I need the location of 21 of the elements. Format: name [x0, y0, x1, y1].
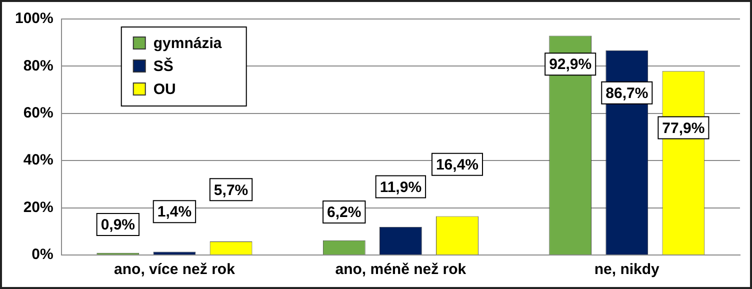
data-label: 6,2% [327, 204, 362, 222]
legend-label: SŠ [153, 57, 174, 76]
legend-label: gymnázia [153, 35, 222, 52]
data-label: 16,4% [436, 156, 479, 174]
y-tick-label: 100% [14, 10, 54, 28]
x-tick-label: ano, více než rok [114, 261, 236, 278]
x-tick-label: ano, méně než rok [335, 261, 467, 278]
y-tick-label: 40% [23, 152, 54, 169]
data-label: 92,9% [549, 56, 592, 74]
data-label: 86,7% [606, 85, 648, 102]
data-label: 1,4% [157, 204, 192, 221]
y-tick-label: 0% [32, 246, 54, 264]
data-label: 5,7% [214, 182, 248, 199]
data-label: 11,9% [380, 178, 422, 196]
legend-label: OU [153, 81, 176, 98]
y-tick-label: 20% [23, 198, 54, 216]
data-label: 77,9% [662, 120, 705, 137]
y-tick-label: 60% [23, 104, 54, 122]
y-tick-label: 80% [23, 57, 54, 74]
x-tick-label: ne, nikdy [594, 261, 660, 278]
data-label: 0,9% [100, 216, 136, 234]
